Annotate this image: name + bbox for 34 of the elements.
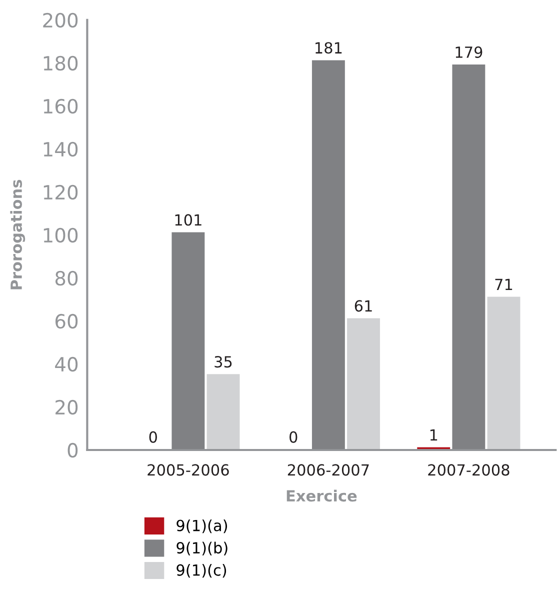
data-label: 0: [149, 431, 157, 443]
bar: [312, 60, 345, 450]
x-axis-title: Exercice: [286, 490, 357, 502]
bar: [172, 232, 205, 450]
bar: [206, 374, 240, 450]
y-tick-label: 100: [44, 228, 78, 243]
y-tick-label: 0: [68, 442, 78, 458]
y-axis-title: Prorogations: [10, 180, 26, 290]
legend-label: 9(1)(b): [176, 542, 228, 556]
data-label: 61: [354, 300, 372, 312]
data-label: 1: [430, 429, 438, 440]
data-label: 181: [316, 42, 342, 54]
y-tick-label: 180: [44, 56, 78, 71]
data-label: 179: [456, 46, 482, 58]
data-label: 0: [290, 431, 298, 443]
y-tick-label: 60: [55, 314, 78, 329]
y-tick-label: 160: [44, 98, 78, 114]
bar: [347, 318, 380, 450]
y-tick-label: 80: [55, 270, 78, 286]
y-tick-label: 40: [55, 356, 78, 372]
y-tick-label: 140: [44, 142, 78, 157]
data-label: 35: [214, 356, 232, 368]
data-label: 101: [175, 214, 202, 226]
x-tick-label: 2005-2006: [148, 464, 229, 476]
y-tick-label: 120: [44, 184, 78, 200]
bar: [487, 296, 520, 450]
y-tick-label: 200: [43, 12, 78, 28]
bar: [452, 64, 486, 450]
data-label: 71: [495, 278, 512, 290]
x-tick-label: 2007-2008: [428, 464, 510, 476]
legend-label: 9(1)(c): [176, 564, 226, 578]
x-tick-label: 2006-2007: [288, 464, 369, 476]
legend-label: 9(1)(a): [176, 519, 227, 534]
y-tick-label: 20: [56, 400, 78, 415]
